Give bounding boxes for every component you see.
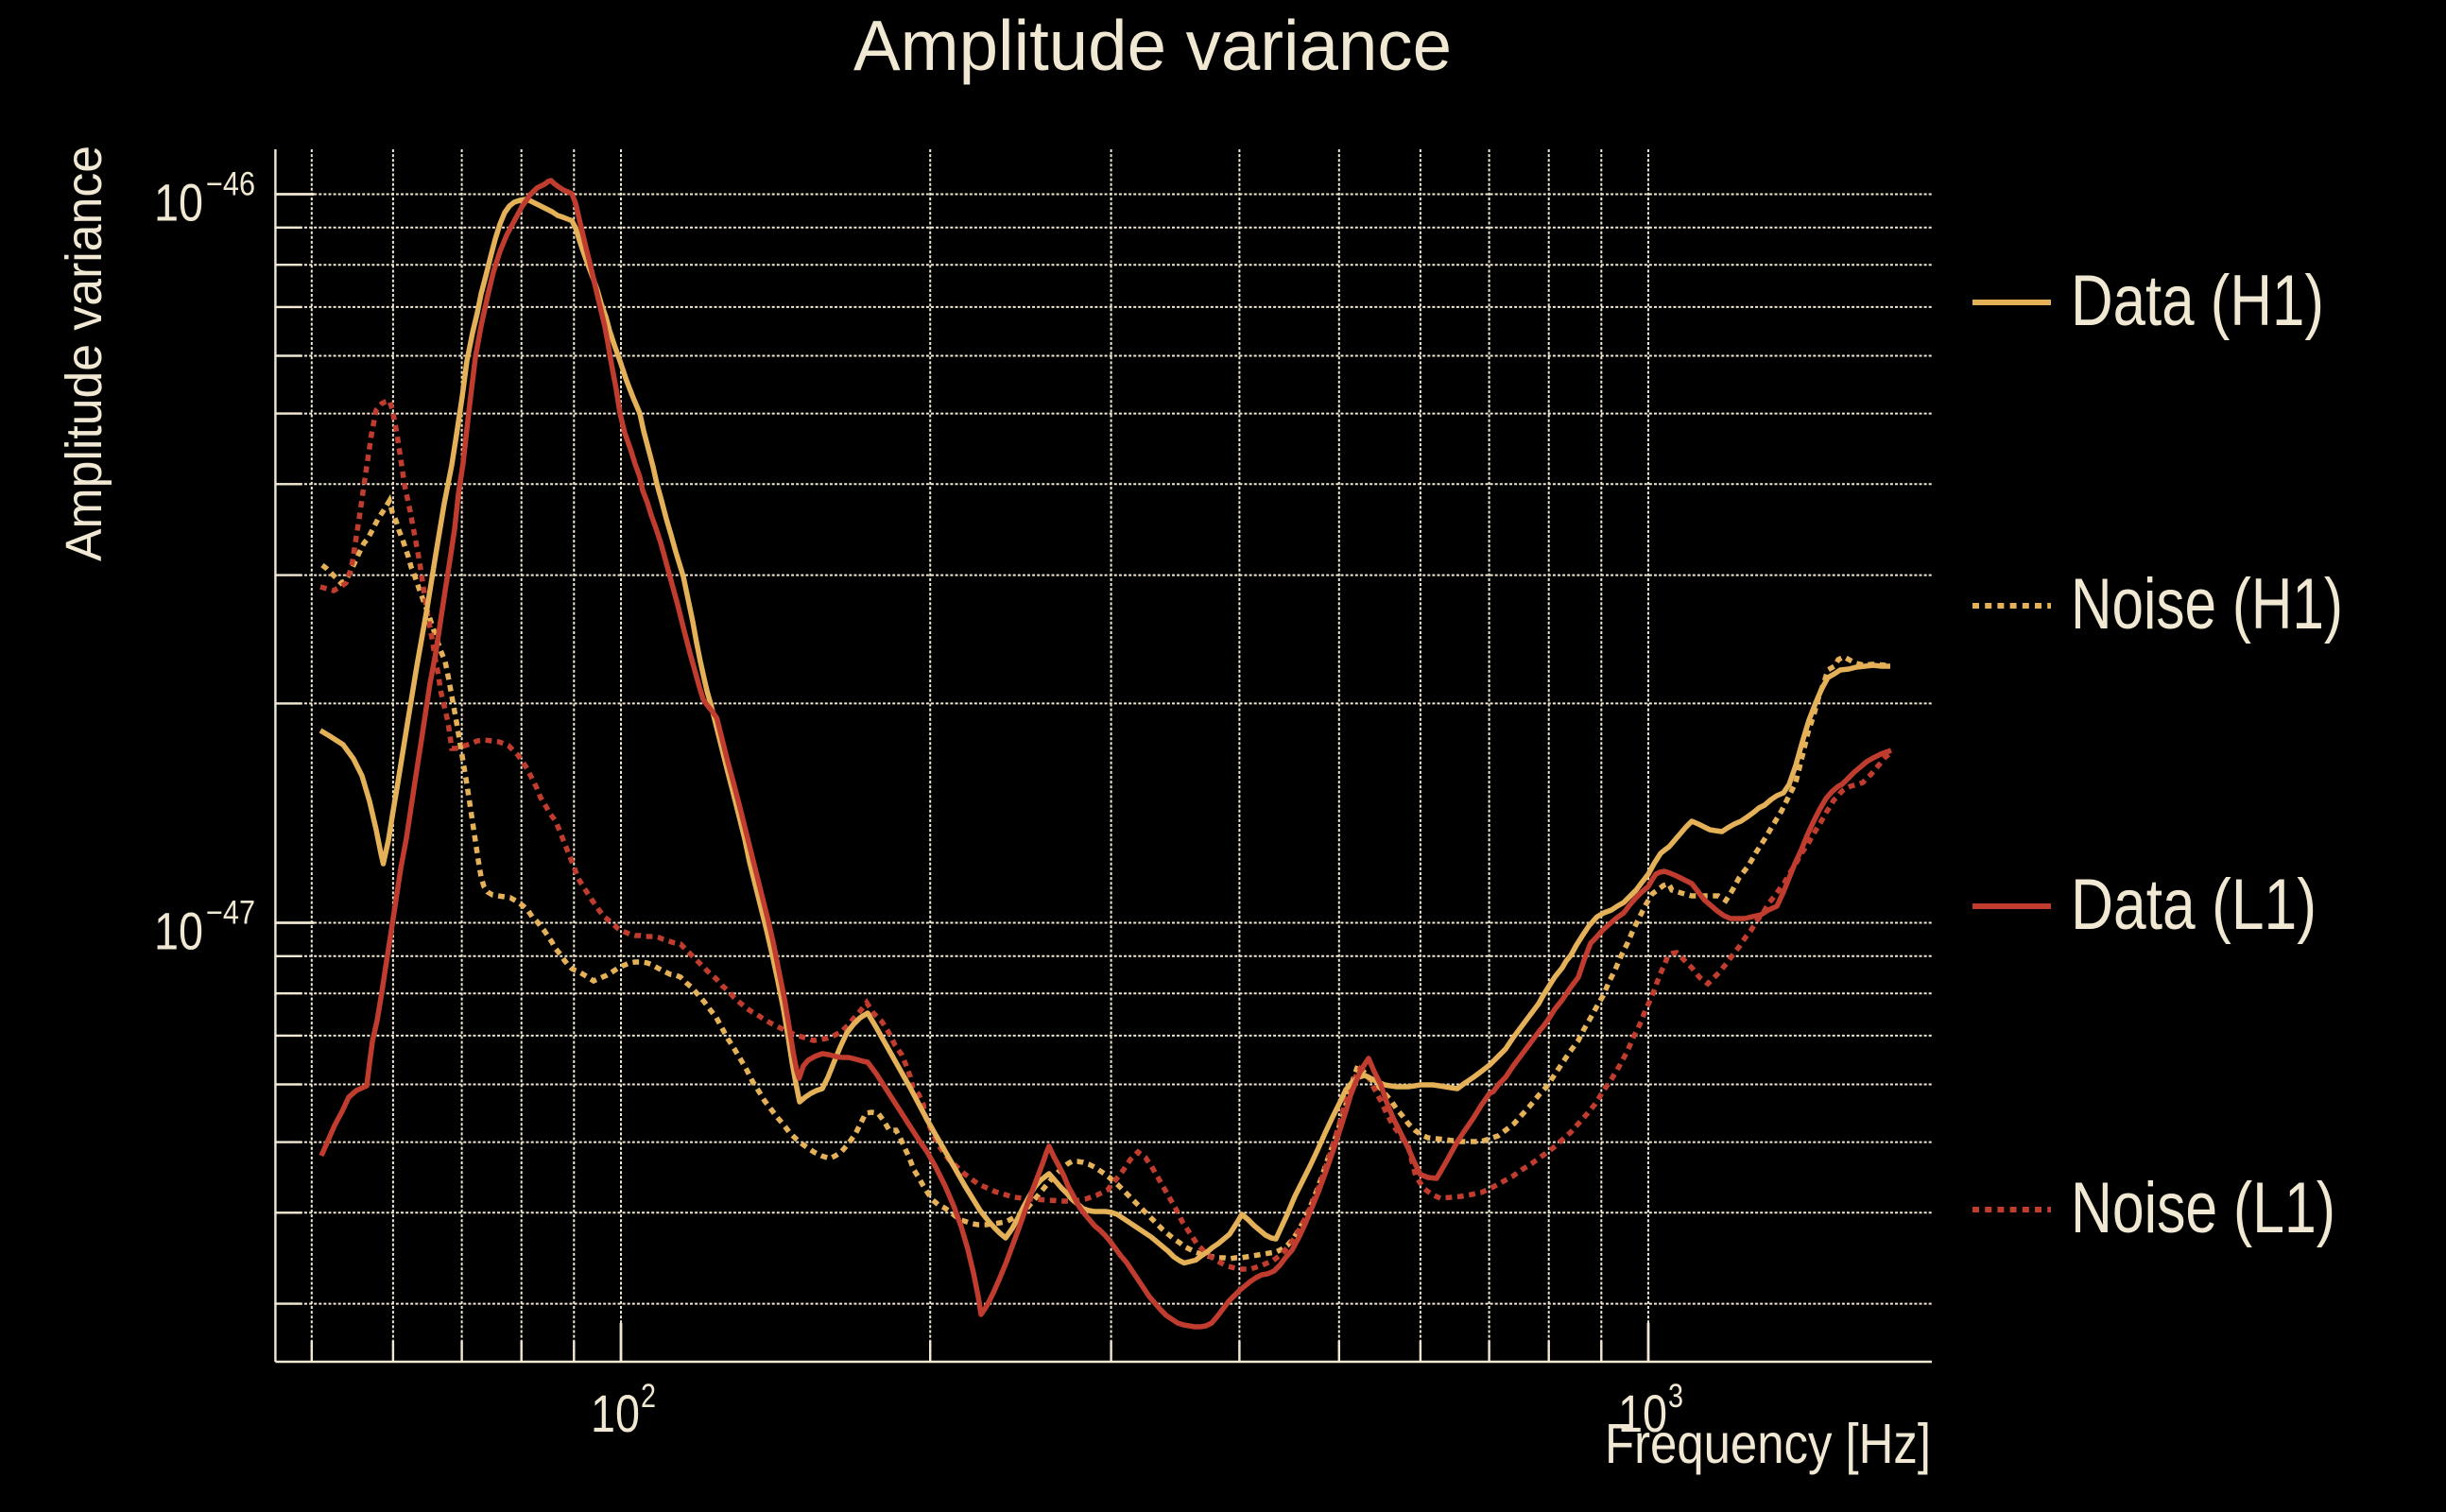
svg-text:Data (H1): Data (H1) [2071, 261, 2324, 341]
svg-text:−46: −46 [206, 166, 255, 203]
svg-text:10: 10 [154, 902, 203, 961]
svg-text:Data (L1): Data (L1) [2071, 865, 2317, 945]
svg-text:Amplitude variance: Amplitude variance [56, 146, 112, 561]
svg-text:10: 10 [591, 1383, 640, 1443]
svg-text:10: 10 [154, 173, 203, 232]
svg-text:Noise (H1): Noise (H1) [2071, 564, 2343, 644]
svg-text:10: 10 [1618, 1383, 1667, 1443]
svg-text:Amplitude variance: Amplitude variance [853, 6, 1452, 85]
svg-text:−47: −47 [206, 895, 255, 932]
svg-text:3: 3 [1668, 1378, 1683, 1415]
svg-text:Frequency [Hz]: Frequency [Hz] [1605, 1413, 1931, 1475]
svg-text:Noise (L1): Noise (L1) [2071, 1168, 2335, 1248]
svg-text:2: 2 [641, 1378, 656, 1415]
